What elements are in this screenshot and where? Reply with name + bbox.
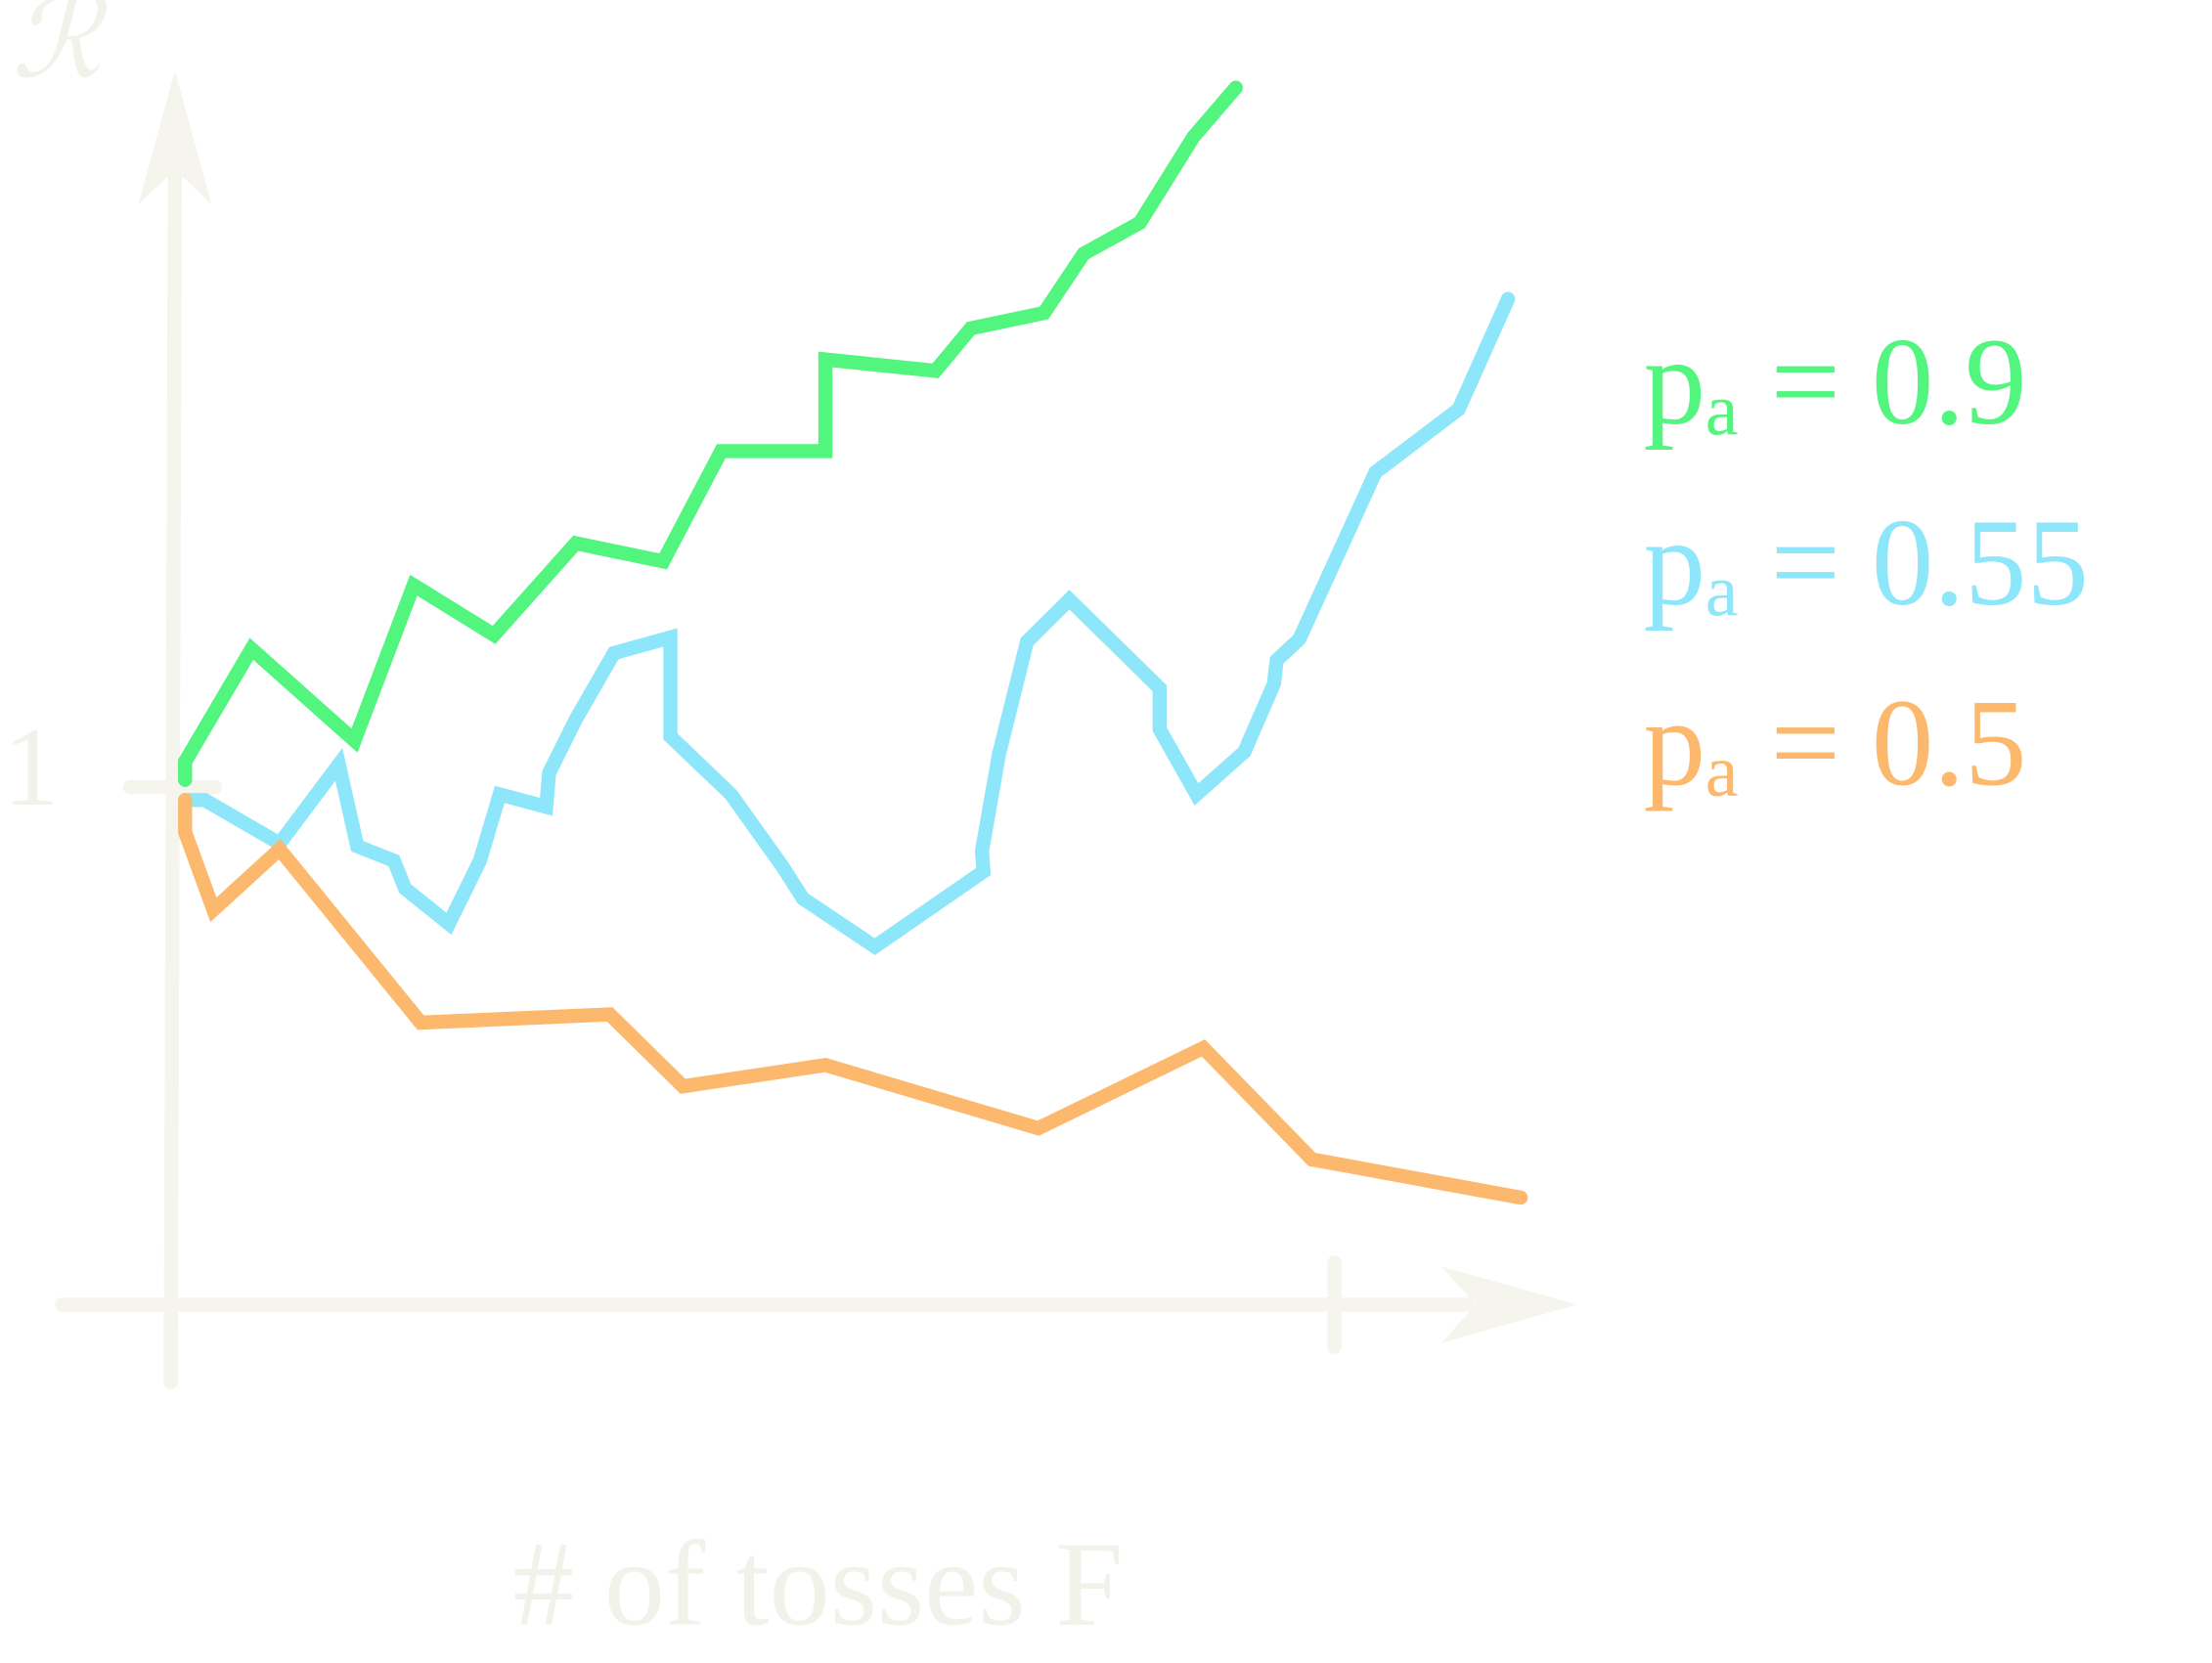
- y-axis-line: [163, 154, 183, 1390]
- y-axis-title: ℛ: [12, 0, 109, 102]
- legend-label: pₐ = 0.55: [1644, 495, 2089, 632]
- series-line: [178, 291, 1516, 955]
- x-axis-arrow: [1441, 1266, 1577, 1343]
- y-tick-label: 1: [3, 704, 60, 829]
- y-axis-arrow: [138, 70, 212, 205]
- series-line: [178, 80, 1243, 787]
- x-axis-title: # of tosses F: [513, 1516, 1124, 1651]
- legend-label: pₐ = 0.5: [1644, 675, 2027, 811]
- legend-label: pₐ = 0.9: [1644, 314, 2027, 451]
- series-line: [178, 793, 1528, 1205]
- axes: [55, 154, 1475, 1390]
